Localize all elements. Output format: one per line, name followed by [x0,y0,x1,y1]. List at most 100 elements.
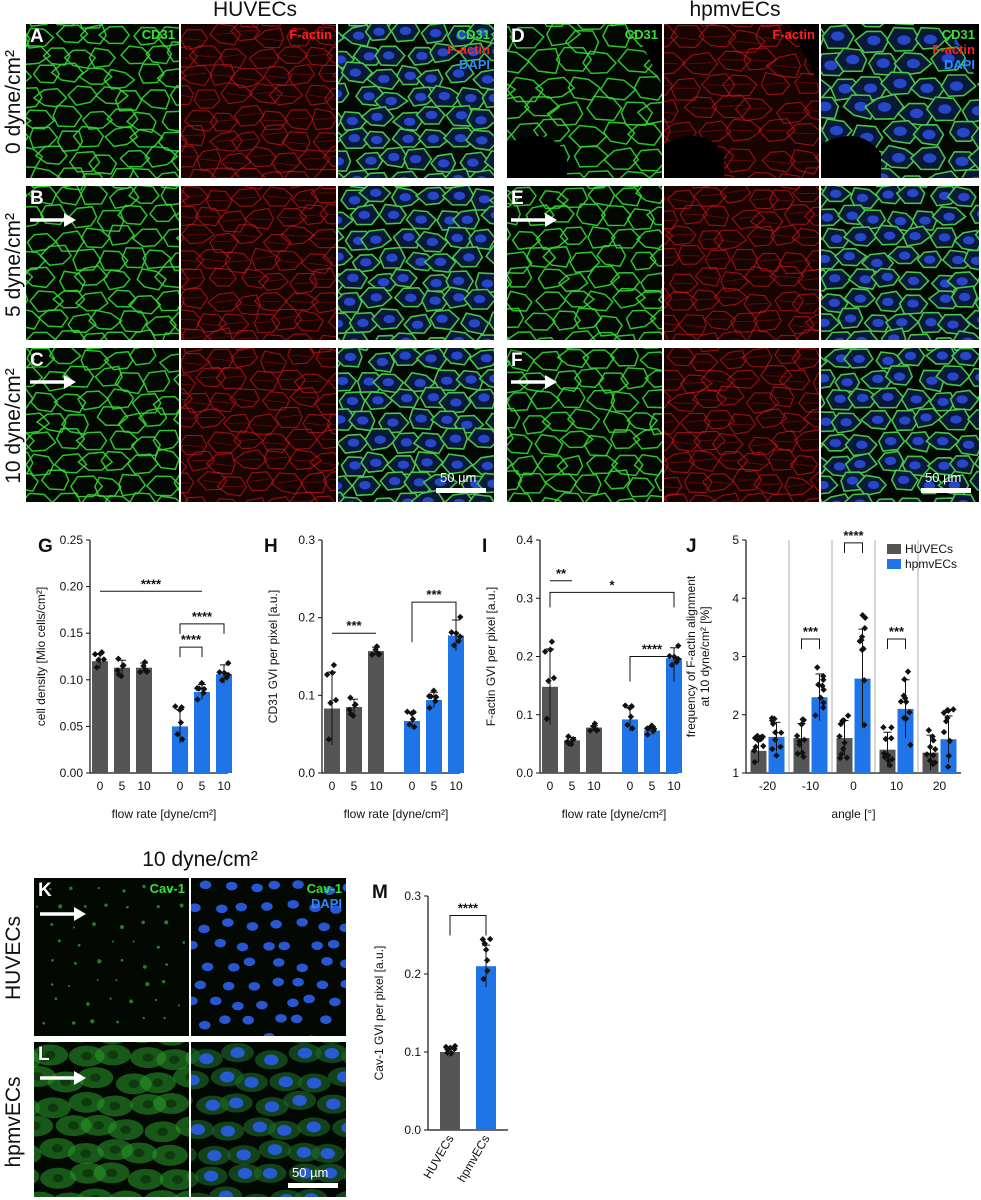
chart-g: 0.00 0.05 0.10 0.15 0.20 0.25 cell density [Mi… [34,533,232,821]
data-point [820,686,827,693]
micrograph-r2-c1 [181,348,336,502]
bar [476,966,496,1130]
scale-bar-text: 50 µm [925,470,962,485]
significance-bracket [801,638,820,650]
data-point [777,743,784,751]
huvecs-title: HUVECs [212,0,297,21]
label-dapi: DAPI [310,896,342,911]
data-point [751,734,759,742]
micrograph-r1-c2 [338,186,494,340]
data-point [448,629,455,636]
bar [897,708,914,773]
x-tick-label: -10 [802,779,820,793]
hpmvecs-title: hpmvECs [689,0,781,21]
row-label-5: 5 dyne/cm² [2,213,25,317]
panel-letter-b: B [30,188,44,209]
data-point [901,676,908,683]
y-tick-label: 0.3 [404,889,421,903]
data-point [91,651,99,658]
y-tick-label: 5 [732,533,739,547]
panel-letter-a: A [30,26,44,47]
bar [440,1052,460,1130]
data-point [430,687,437,694]
micrograph-r0-c2: CD31 F-actin DAPI [338,24,494,178]
data-point [218,676,226,684]
data-point [840,745,847,752]
data-point [114,667,121,674]
significance-label: **** [192,609,213,624]
data-point [172,703,179,710]
x-tick-label: 5 [649,779,656,793]
panel-letter-m: M [372,882,388,903]
data-point [769,745,776,753]
chart-m: 0.0 0.1 0.2 0.3 Cav-1 GVI per pixel [a.u.] HU… [372,889,508,1185]
data-point [329,669,336,676]
data-point [944,763,952,771]
x-tick-label: 20 [933,779,947,793]
micrograph-r0-c5: CD31 F-actin DAPI [821,24,979,178]
legend-label: hpmvECs [905,557,957,571]
data-point [814,664,821,671]
x-tick-label: HUVECs [420,1133,456,1182]
bar [114,667,130,773]
x-axis-label: flow rate [dyne/cm²] [562,807,667,821]
y-tick-label: 0.25 [60,533,84,547]
y-tick-label: 3 [732,650,739,664]
legend-swatch [887,559,901,569]
data-point [100,656,108,663]
bar [836,738,853,773]
x-tick-label: 0 [177,779,184,793]
micrograph-r1-c4 [664,186,819,340]
data-point [820,699,827,706]
significance-label: * [609,577,615,592]
y-axis-label: Cav-1 GVI per pixel [a.u.] [372,946,386,1081]
micrograph-r0-c3: D CD31 [507,24,662,178]
data-point [882,735,889,743]
panel-letter-l: L [38,1044,50,1065]
significance-bracket [179,646,203,658]
bar [622,719,638,773]
y-tick-label: 0.15 [60,626,84,640]
cav-micrograph-r1-c0: L [34,1042,189,1197]
data-point [327,699,334,707]
significance-label: **** [642,642,663,657]
x-tick-label: 10 [449,779,463,793]
y-tick-label: 2 [732,708,739,722]
y-tick-label: 0.4 [516,533,533,547]
data-point [880,724,887,731]
data-point [926,757,934,764]
y-tick-label: 0.0 [298,766,315,780]
label-factin: F-actin [447,42,490,57]
micrograph-r2-c5: 50 µm [821,348,979,502]
bar [666,658,682,773]
panel-letter-g: G [38,536,53,557]
panel-letter-j: J [686,536,697,557]
bar [216,674,232,773]
chart-i: 0.0 0.1 0.2 0.3 0.4 F-actin GVI per pixel [a.… [484,533,682,821]
label-factin: F-actin [772,27,815,42]
bar [586,727,602,773]
data-point [884,752,892,759]
x-tick-label: 5 [119,779,126,793]
y-axis-label: cell density [Mio cells/cm²] [34,587,48,726]
x-axis-label: flow rate [dyne/cm²] [344,807,449,821]
bar [564,740,580,773]
significance-bracket [629,656,675,682]
bar [346,706,362,773]
micrograph-r2-c3: F [507,348,662,502]
x-tick-label: 10 [587,779,601,793]
panel-letter-h: H [264,536,278,557]
y-tick-label: 0.10 [60,673,84,687]
panel-letter-d: D [511,26,525,47]
micrograph-r0-c1: F-actin [181,24,336,178]
significance-label: *** [889,624,905,639]
x-tick-label: -20 [759,779,777,793]
data-point [332,696,340,704]
data-point [841,739,848,747]
label-cd31: CD31 [141,27,175,42]
data-point [800,753,807,761]
significance-label: **** [843,528,864,543]
scale-bar-text: 50 µm [440,470,477,485]
data-point [547,646,554,653]
